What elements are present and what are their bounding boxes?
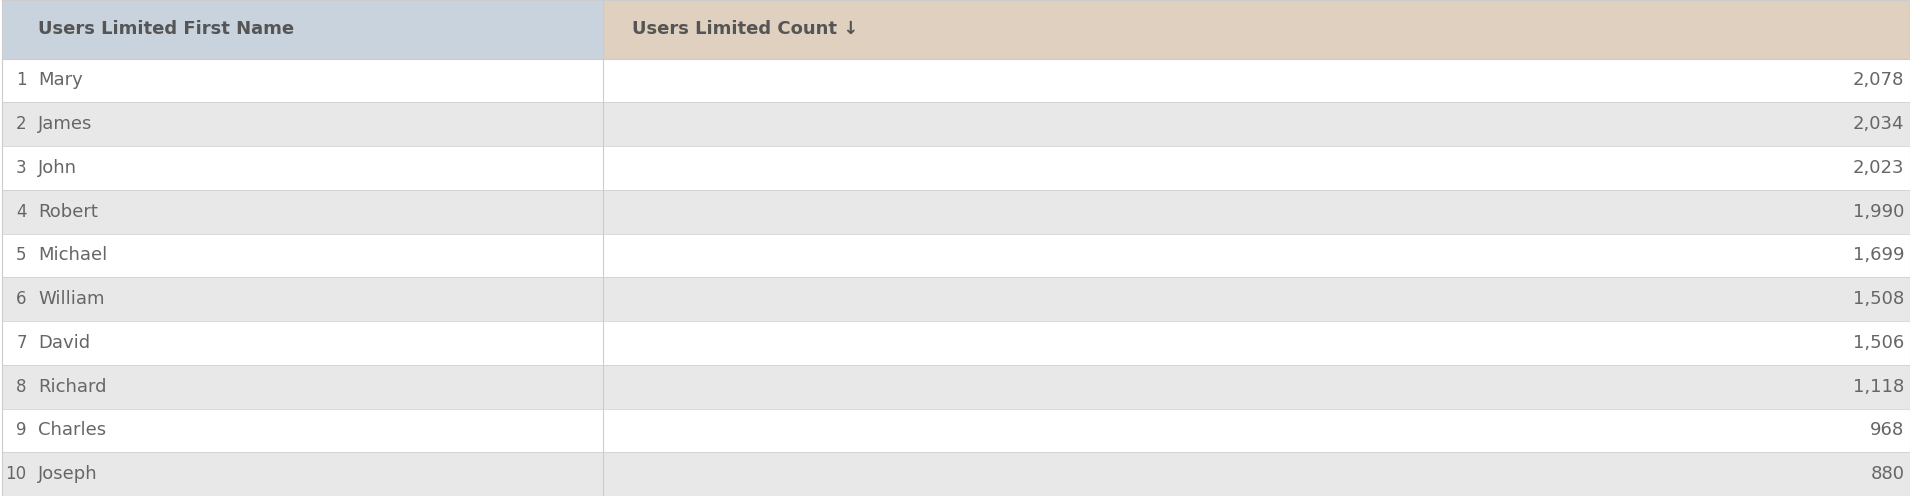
Text: 2: 2 — [15, 115, 27, 133]
Text: 7: 7 — [15, 334, 27, 352]
Text: Charles: Charles — [38, 422, 107, 439]
Text: 2,078: 2,078 — [1853, 71, 1904, 89]
FancyBboxPatch shape — [604, 0, 1910, 59]
Text: 6: 6 — [15, 290, 27, 308]
FancyBboxPatch shape — [2, 190, 604, 234]
Text: 8: 8 — [15, 377, 27, 396]
FancyBboxPatch shape — [604, 321, 1910, 365]
FancyBboxPatch shape — [604, 190, 1910, 234]
Text: 1,699: 1,699 — [1853, 247, 1904, 264]
Text: 9: 9 — [15, 422, 27, 439]
FancyBboxPatch shape — [2, 365, 604, 409]
FancyBboxPatch shape — [604, 59, 1910, 102]
Text: 880: 880 — [1870, 465, 1904, 483]
FancyBboxPatch shape — [2, 452, 604, 496]
FancyBboxPatch shape — [2, 234, 604, 277]
FancyBboxPatch shape — [2, 59, 604, 102]
Text: 3: 3 — [15, 159, 27, 177]
FancyBboxPatch shape — [604, 234, 1910, 277]
FancyBboxPatch shape — [2, 277, 604, 321]
Text: Users Limited First Name: Users Limited First Name — [38, 20, 294, 38]
Text: 1,118: 1,118 — [1853, 377, 1904, 396]
FancyBboxPatch shape — [604, 365, 1910, 409]
Text: 2,034: 2,034 — [1853, 115, 1904, 133]
FancyBboxPatch shape — [2, 0, 604, 59]
Text: Richard: Richard — [38, 377, 107, 396]
Text: Michael: Michael — [38, 247, 107, 264]
Text: David: David — [38, 334, 90, 352]
Text: 4: 4 — [15, 203, 27, 221]
FancyBboxPatch shape — [2, 321, 604, 365]
Text: 1,990: 1,990 — [1853, 203, 1904, 221]
Text: 1,508: 1,508 — [1853, 290, 1904, 308]
Text: Joseph: Joseph — [38, 465, 97, 483]
Text: James: James — [38, 115, 92, 133]
FancyBboxPatch shape — [604, 277, 1910, 321]
FancyBboxPatch shape — [2, 146, 604, 190]
FancyBboxPatch shape — [604, 409, 1910, 452]
FancyBboxPatch shape — [604, 146, 1910, 190]
FancyBboxPatch shape — [2, 102, 604, 146]
Text: Robert: Robert — [38, 203, 97, 221]
Text: 10: 10 — [6, 465, 27, 483]
Text: John: John — [38, 159, 76, 177]
Text: 968: 968 — [1870, 422, 1904, 439]
Text: Mary: Mary — [38, 71, 82, 89]
Text: 1,506: 1,506 — [1853, 334, 1904, 352]
Text: 5: 5 — [15, 247, 27, 264]
Text: 1: 1 — [15, 71, 27, 89]
FancyBboxPatch shape — [2, 409, 604, 452]
FancyBboxPatch shape — [604, 102, 1910, 146]
FancyBboxPatch shape — [604, 452, 1910, 496]
Text: William: William — [38, 290, 105, 308]
Text: 2,023: 2,023 — [1853, 159, 1904, 177]
Text: Users Limited Count ↓: Users Limited Count ↓ — [632, 20, 858, 38]
